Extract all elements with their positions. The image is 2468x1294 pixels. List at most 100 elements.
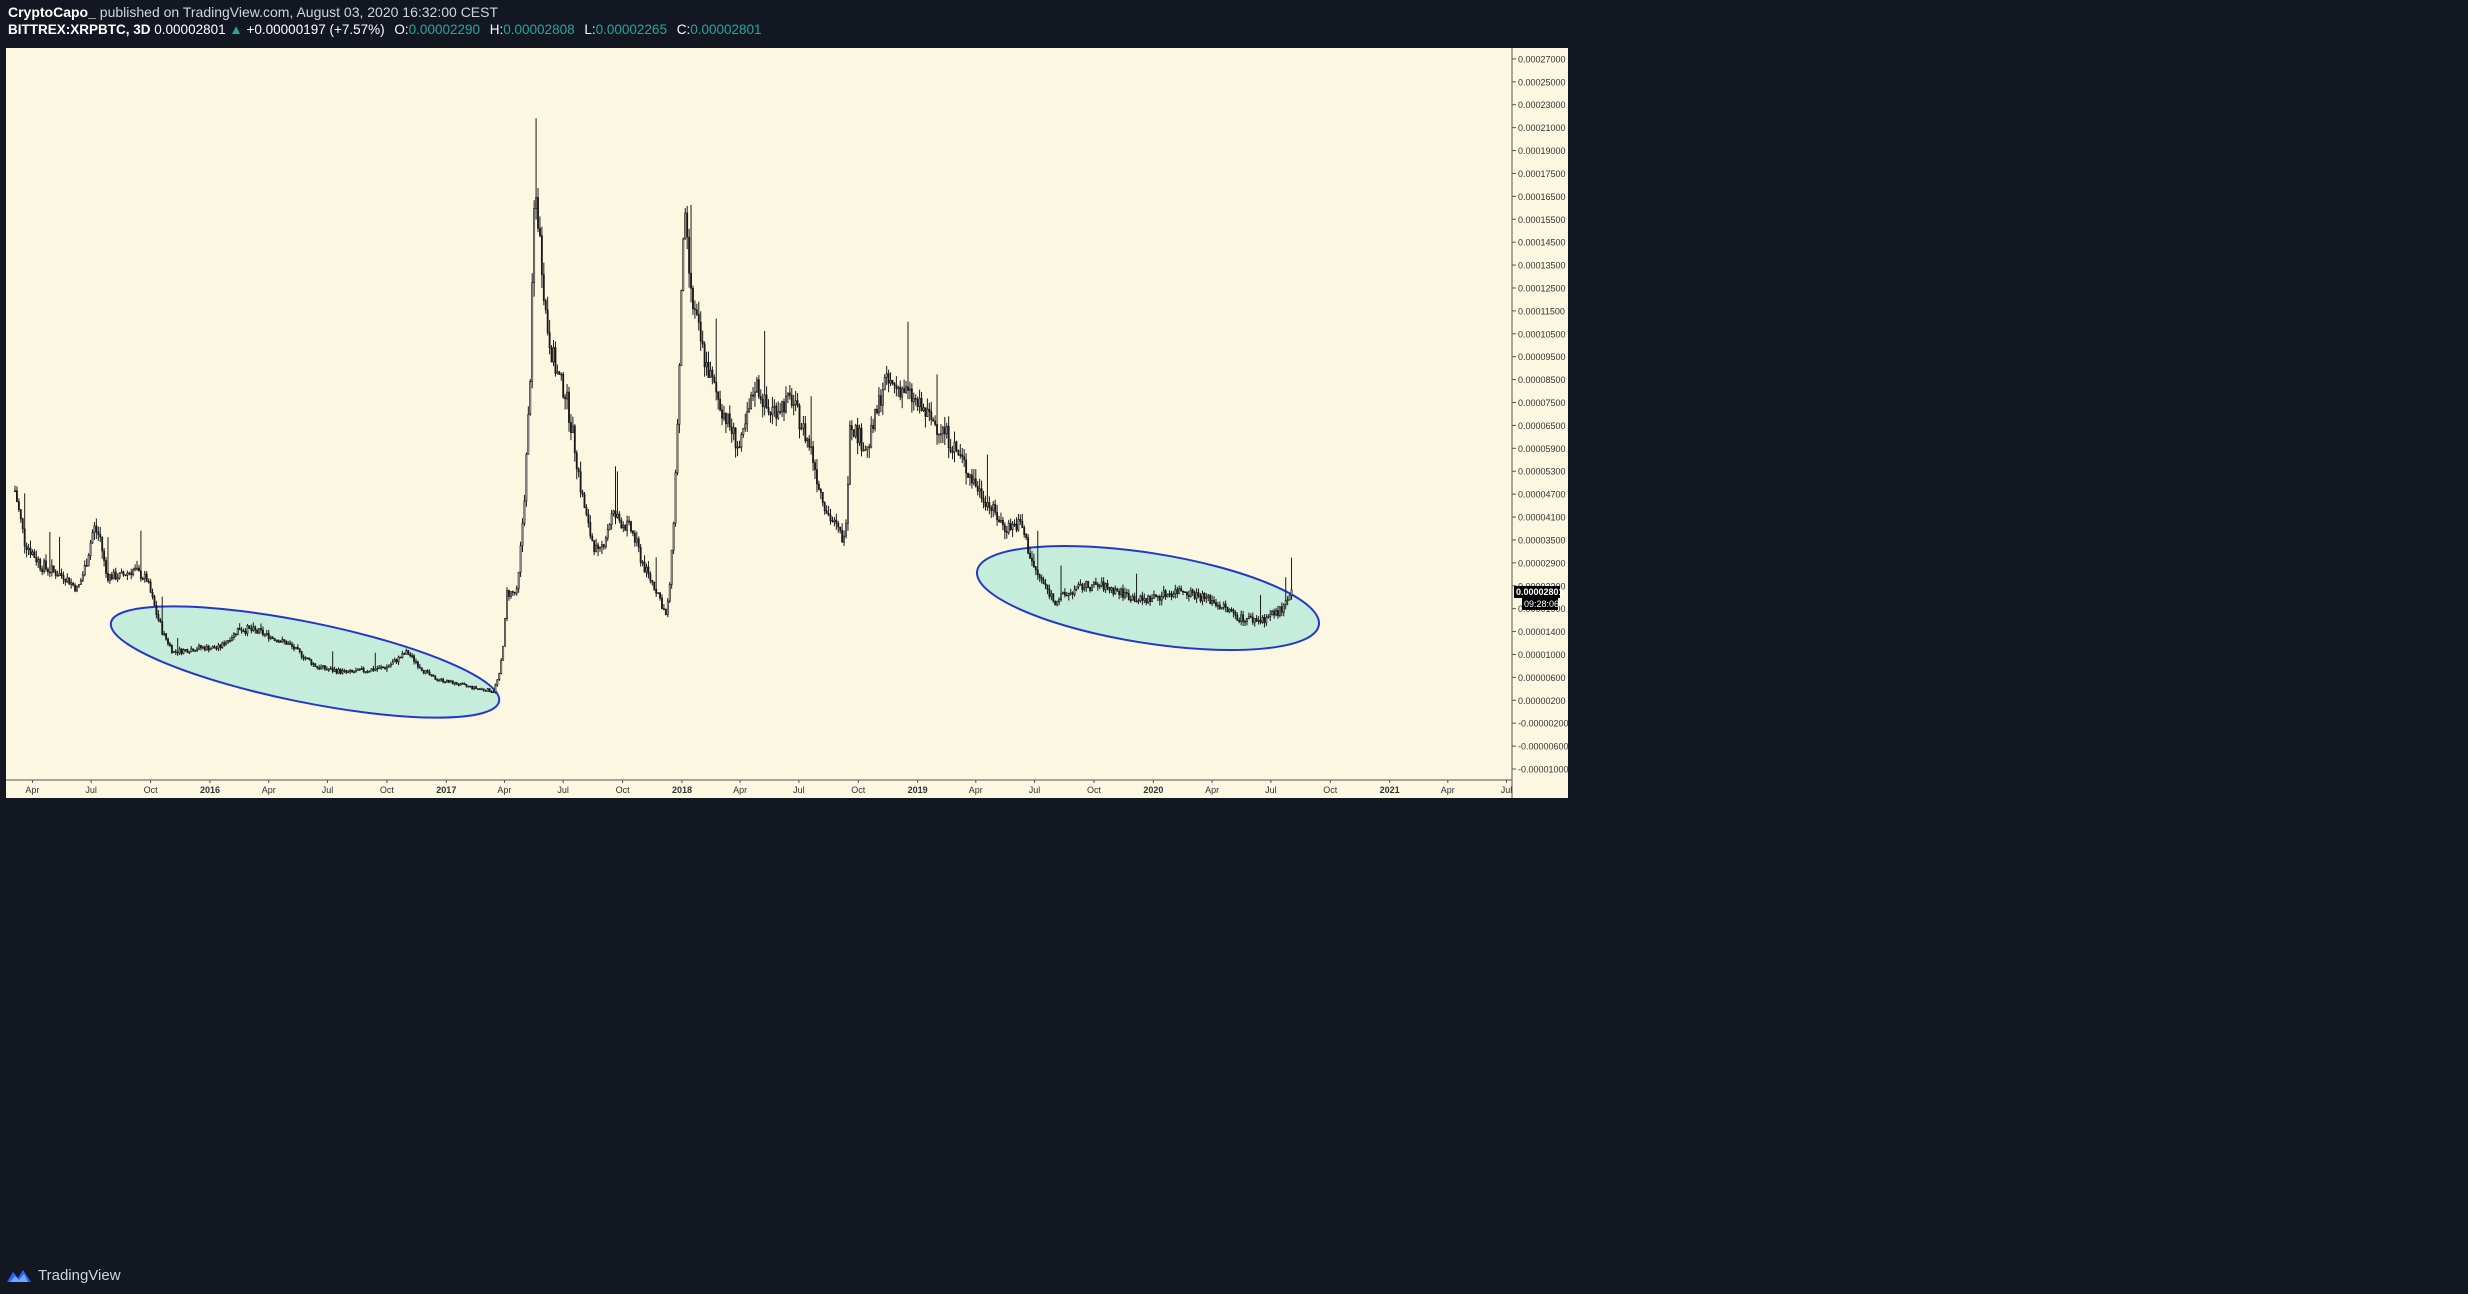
candle-body (1112, 587, 1115, 595)
candle-body (1278, 606, 1281, 616)
candle-body (21, 518, 24, 530)
ellipse-annotation[interactable] (103, 583, 507, 740)
candle-body (701, 340, 704, 345)
candle-body (236, 627, 239, 636)
candle-body (823, 502, 826, 512)
y-tick-label: 0.00000600 (1518, 673, 1566, 683)
candle-body (878, 395, 880, 414)
candle-body (62, 575, 65, 580)
candle-body (1034, 566, 1037, 571)
candle-body (1021, 520, 1024, 528)
candle-body (1087, 581, 1090, 588)
candle-body (783, 401, 785, 413)
candle-body (612, 510, 615, 515)
candle-body (50, 565, 53, 573)
candle-body (399, 656, 402, 659)
candle-body (953, 441, 956, 453)
candle-body (1137, 600, 1140, 602)
candle-body (903, 388, 906, 393)
candle-body (1213, 600, 1215, 603)
candle-body (136, 567, 138, 570)
y-tick-label: 0.00004100 (1518, 513, 1566, 523)
candle-body (380, 666, 383, 669)
candle-body (1149, 595, 1152, 603)
candle-body (231, 637, 233, 642)
x-tick-label: Oct (616, 785, 631, 795)
candle-body (1069, 592, 1072, 595)
candle-body (982, 497, 985, 503)
candle-body (108, 574, 111, 581)
candle-body (622, 525, 625, 529)
publish-line: CryptoCapo_ published on TradingView.com… (8, 4, 498, 20)
candle-body (19, 509, 22, 520)
candle-body (196, 648, 199, 651)
candle-body (213, 646, 216, 649)
candle-body (990, 507, 993, 511)
candle-body (548, 332, 551, 349)
candle-body (610, 513, 613, 525)
candle-body (941, 427, 944, 435)
candle-body (1023, 527, 1026, 535)
candle-body (322, 665, 324, 668)
y-tick-label: 0.00017500 (1518, 169, 1566, 179)
candle-body (761, 399, 764, 408)
y-tick-label: 0.00007500 (1518, 398, 1566, 408)
candle-body (356, 668, 359, 671)
candle-body (360, 668, 363, 670)
candle-body (1259, 620, 1262, 623)
candle-body (539, 227, 541, 236)
candle-body (887, 373, 890, 384)
candle-body (426, 670, 429, 673)
candle-body (139, 570, 142, 579)
author-link[interactable]: CryptoCapo_ (8, 4, 96, 20)
candle-body (1062, 591, 1064, 595)
candle-body (655, 588, 658, 594)
candle-body (101, 536, 104, 552)
candle-body (64, 579, 67, 583)
candle-body (666, 600, 669, 616)
candlestick-chart[interactable]: 0.000290000.000270000.000250000.00023000… (0, 42, 2468, 1257)
candle-body (802, 423, 805, 429)
candle-body (1176, 589, 1179, 595)
candle-body (77, 584, 80, 587)
tradingview-brand[interactable]: TradingView (6, 1267, 121, 1284)
candle-body (1187, 594, 1190, 597)
candle-body (174, 650, 177, 653)
price-scale[interactable] (1512, 48, 1568, 798)
candle-body (66, 577, 69, 583)
candle-body (847, 483, 849, 524)
candle-body (339, 668, 342, 674)
candle-body (980, 488, 983, 499)
candle-body (926, 408, 929, 417)
candle-body (1106, 583, 1109, 588)
candle-body (765, 394, 768, 408)
candle-body (1172, 593, 1175, 597)
y-tick-label: 0.00001400 (1518, 627, 1566, 637)
y-tick-label: 0.00004700 (1518, 490, 1566, 500)
symbol-label[interactable]: BITTREX:XRPBTC, 3D (8, 22, 151, 37)
candle-body (1246, 618, 1248, 622)
candle-body (1091, 584, 1093, 591)
candle-body (1071, 592, 1074, 595)
candle-body (223, 642, 226, 646)
time-scale[interactable] (6, 780, 1512, 798)
candle-body (244, 630, 247, 634)
candle-body (147, 580, 150, 583)
candle-body (110, 574, 113, 580)
x-tick-label: 2017 (436, 785, 456, 795)
candle-body (755, 379, 758, 393)
candle-body (1001, 519, 1004, 526)
candle-body (891, 379, 894, 384)
candle-body (939, 433, 942, 436)
candle-body (570, 422, 572, 434)
candle-body (614, 510, 617, 518)
candle-body (848, 425, 851, 485)
candle-body (680, 290, 683, 366)
candle-body (759, 396, 762, 400)
x-tick-label: Apr (1441, 785, 1455, 795)
candle-body (118, 572, 121, 579)
candle-body (176, 651, 179, 654)
candle-body (430, 674, 433, 677)
candle-body (606, 529, 609, 539)
candle-body (967, 472, 969, 478)
